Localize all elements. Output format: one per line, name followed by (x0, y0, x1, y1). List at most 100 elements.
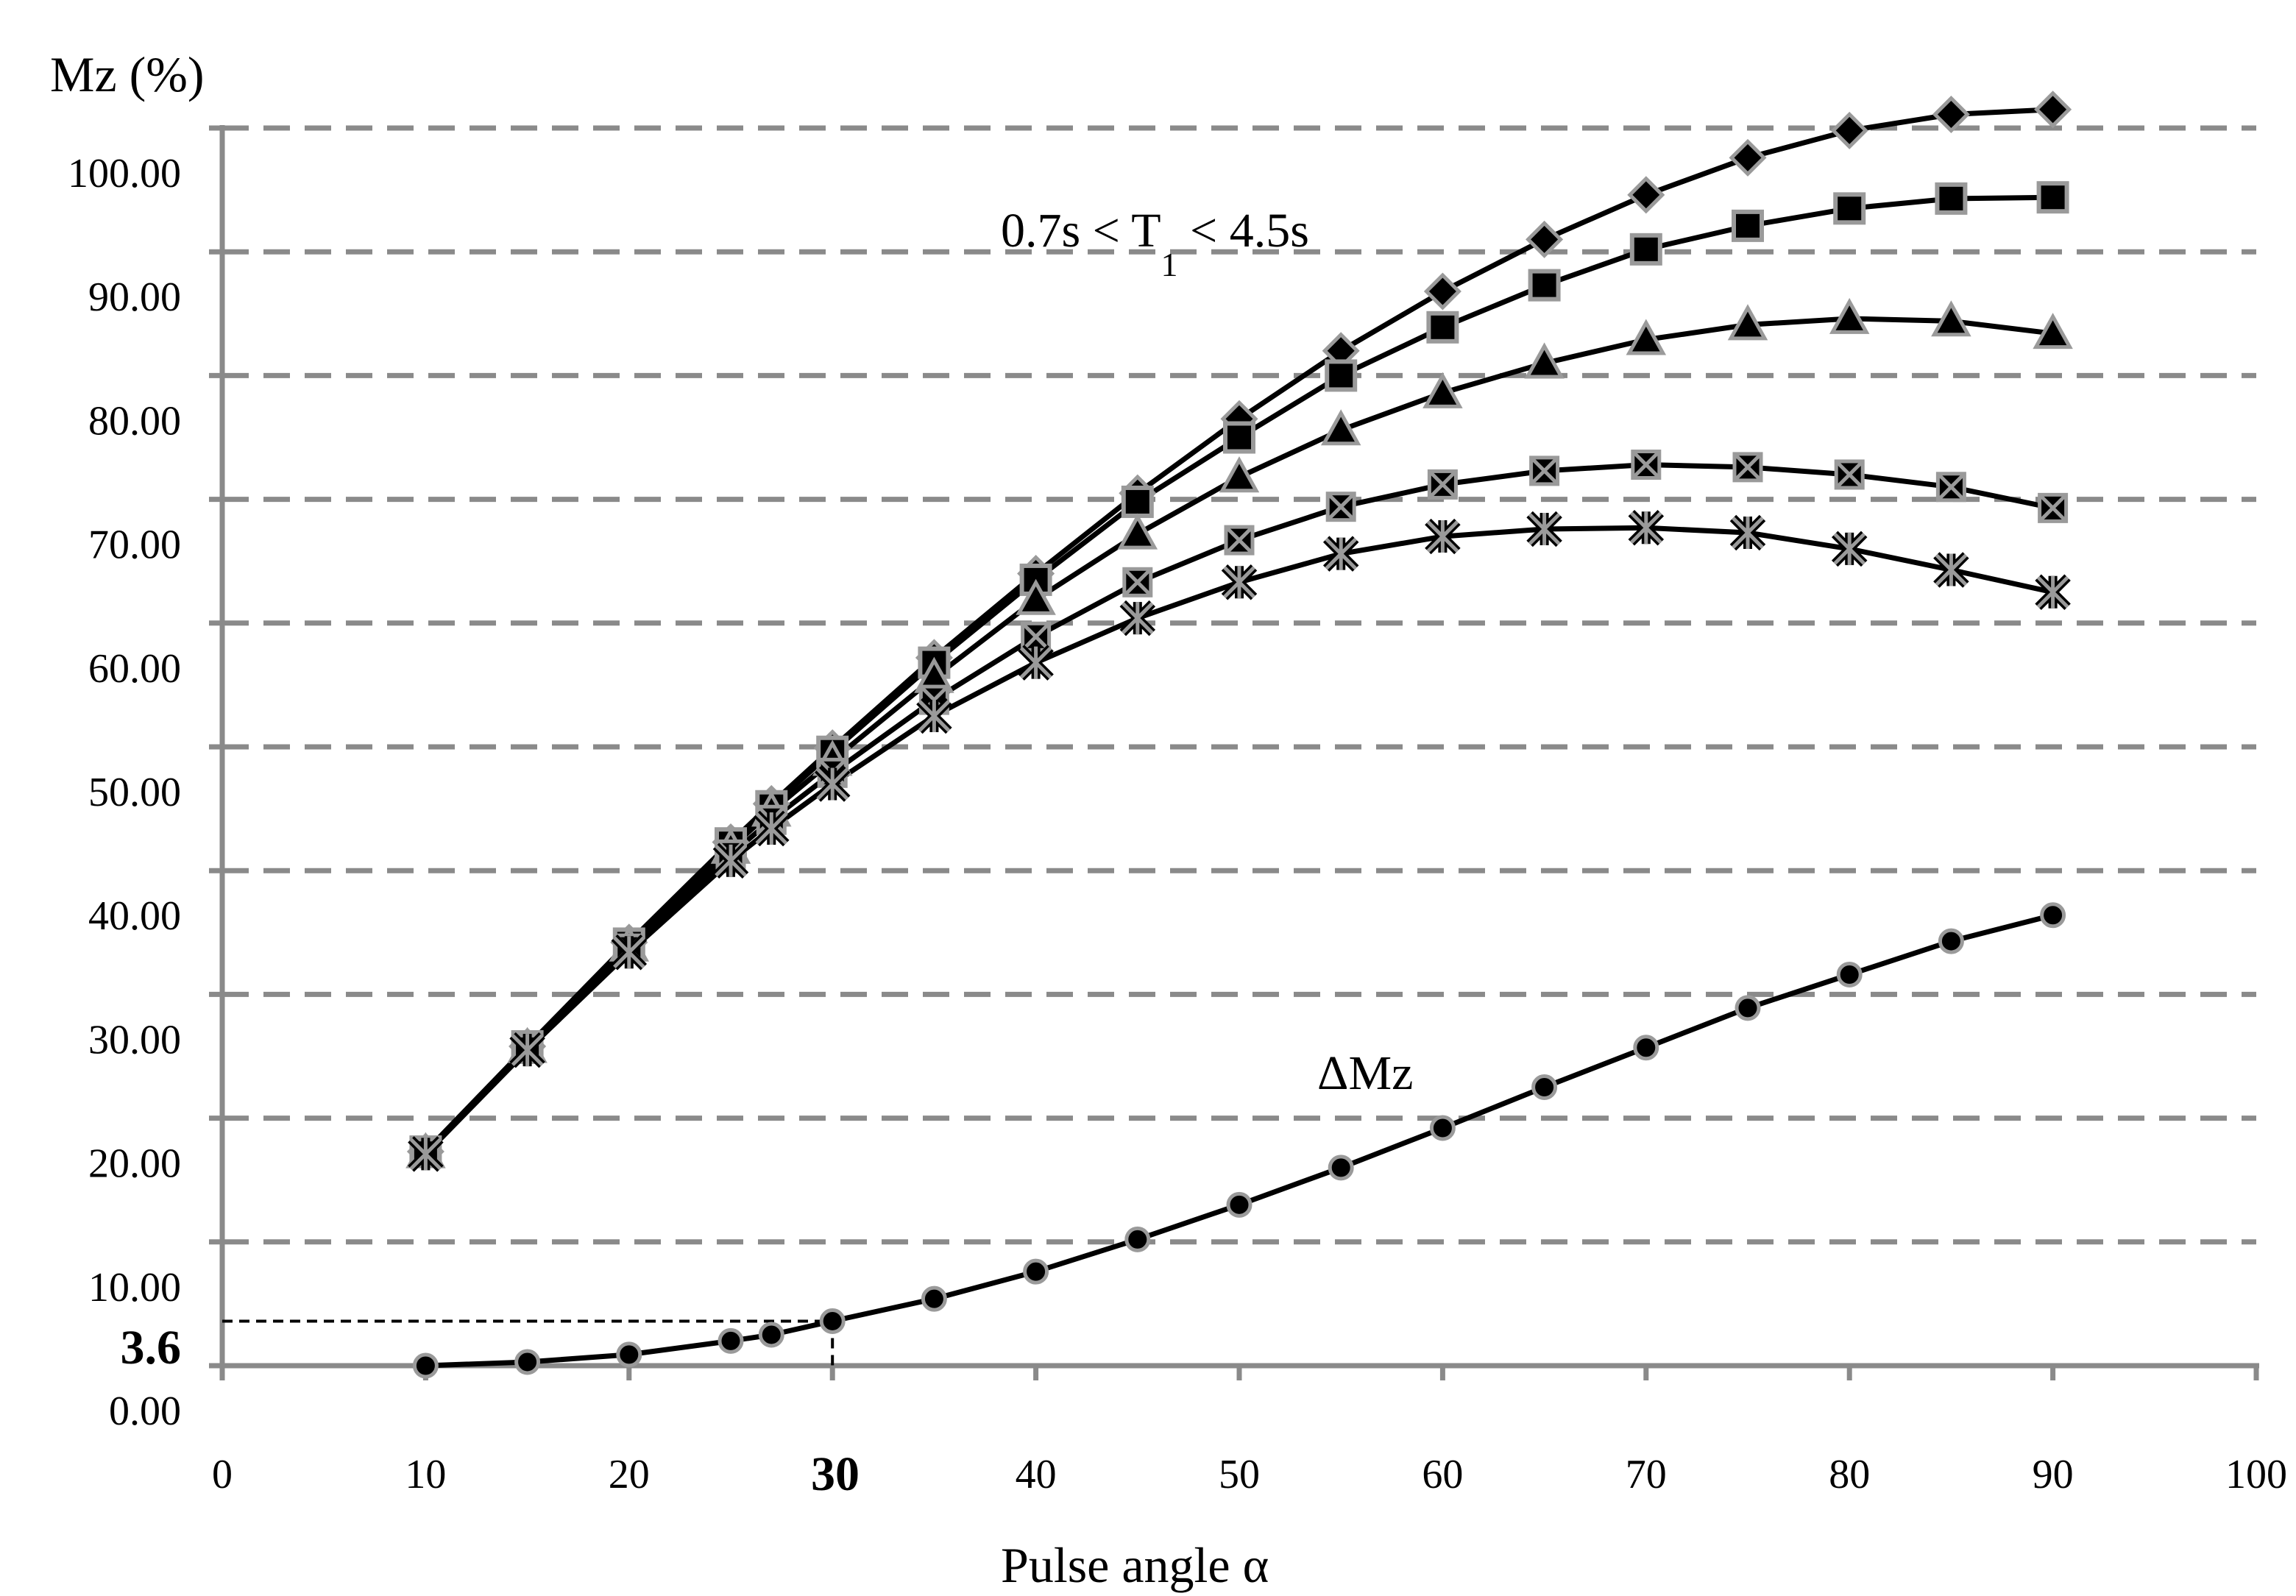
point-x-square-cross (1733, 453, 1762, 482)
x-tick-label: 40 (1016, 1452, 1057, 1497)
point-square (1833, 192, 1866, 225)
series-5 (425, 912, 2054, 1369)
point-asterisk (1935, 553, 1968, 586)
point-x-square-cross (1529, 456, 1559, 486)
point-asterisk (1732, 517, 1764, 550)
point-diamond (1932, 95, 1970, 134)
point-circle (718, 1327, 744, 1354)
point-circle (758, 1322, 784, 1348)
t1-range-suffix: < 4.5s (1178, 204, 1309, 258)
point-square (1223, 421, 1255, 454)
point-circle (514, 1349, 541, 1375)
point-asterisk (2036, 575, 2069, 609)
y-tick-label: 40.00 (88, 893, 181, 939)
x-tick-label: 0 (212, 1452, 233, 1497)
point-triangle (1626, 319, 1667, 355)
series-points-4 (408, 510, 2071, 1172)
point-asterisk (409, 1138, 442, 1171)
point-asterisk (613, 936, 645, 969)
point-x-square-cross (1936, 472, 1966, 502)
point-circle (1531, 1074, 1558, 1101)
x-tick-label: 10 (405, 1452, 446, 1497)
x-tick-label: 100 (2225, 1452, 2287, 1497)
series-4 (423, 525, 2054, 1156)
point-triangle (1524, 342, 1565, 379)
point-circle (1633, 1035, 1659, 1061)
point-circle (1124, 1226, 1151, 1252)
y-marker-label: 3.6 (121, 1321, 182, 1375)
point-x-square-cross (1631, 450, 1661, 480)
point-asterisk (715, 844, 747, 877)
point-triangle (1219, 456, 1260, 493)
point-asterisk (1426, 520, 1459, 553)
point-asterisk (755, 812, 788, 845)
point-x-square-cross (1326, 492, 1356, 522)
point-square (1629, 233, 1662, 266)
point-diamond (1423, 272, 1461, 311)
t1-range-subscript: 1 (1161, 246, 1178, 283)
point-x-square-cross (2038, 493, 2068, 523)
point-triangle (1117, 513, 1158, 550)
point-diamond (1627, 176, 1665, 214)
point-triangle (1829, 297, 1870, 334)
point-square (1426, 311, 1459, 344)
t1-range-prefix: 0.7s < T (1001, 204, 1161, 258)
point-asterisk (1122, 602, 1154, 635)
y-tick-label: 60.00 (88, 646, 181, 692)
y-tick-label: 80.00 (88, 398, 181, 444)
point-circle (412, 1352, 439, 1379)
point-triangle (1016, 578, 1056, 615)
point-square (1121, 485, 1154, 518)
series-line (423, 525, 2054, 1156)
x-axis-title-main: Pulse angle (1001, 1537, 1243, 1593)
point-asterisk (1019, 646, 1052, 679)
point-x-square-cross (1225, 525, 1254, 555)
y-tick-label: 70.00 (88, 522, 181, 568)
y-tick-label: 20.00 (88, 1141, 181, 1187)
point-x-square-cross (1428, 469, 1458, 500)
alpha-symbol: α (1243, 1537, 1269, 1593)
x-marker-label: 30 (811, 1447, 860, 1501)
point-circle (1226, 1191, 1252, 1218)
series-group (405, 91, 2073, 1379)
point-circle (616, 1341, 642, 1368)
point-square (1325, 359, 1358, 392)
point-circle (1735, 995, 1761, 1021)
point-circle (1023, 1258, 1049, 1285)
x-tick-label: 20 (609, 1452, 650, 1497)
point-diamond (1830, 111, 1868, 149)
series-2 (423, 316, 2054, 1155)
delta-mz-annotation: ΔMz (1317, 1046, 1413, 1100)
point-square (1528, 269, 1561, 302)
y-tick-label: 10.00 (88, 1265, 181, 1311)
point-asterisk (1325, 537, 1357, 570)
point-circle (1938, 928, 1964, 954)
point-circle (2040, 902, 2066, 929)
point-x-square-cross (1835, 460, 1864, 489)
point-triangle (2033, 313, 2073, 350)
t1-range-annotation: 0.7s < T1 < 4.5s (1001, 204, 1309, 283)
point-x-square-cross (1021, 622, 1051, 652)
point-diamond (2034, 91, 2072, 129)
series-line (423, 316, 2054, 1155)
axes (209, 125, 2259, 1380)
y-axis-title: Mz (%) (50, 46, 205, 102)
point-asterisk (511, 1034, 544, 1067)
point-triangle (1422, 372, 1463, 408)
point-triangle (1320, 409, 1361, 446)
point-circle (921, 1285, 947, 1312)
point-asterisk (1630, 511, 1662, 545)
point-circle (1836, 961, 1863, 987)
x-axis-title: Pulse angle α (1001, 1537, 1269, 1593)
y-tick-label: 30.00 (88, 1017, 181, 1063)
series-3 (423, 462, 2054, 1155)
point-square (2036, 181, 2069, 214)
point-asterisk (816, 767, 848, 801)
x-tick-label: 50 (1219, 1452, 1260, 1497)
point-circle (819, 1308, 846, 1334)
point-circle (1328, 1155, 1354, 1181)
point-asterisk (1528, 512, 1561, 545)
y-tick-label: 50.00 (88, 770, 181, 815)
